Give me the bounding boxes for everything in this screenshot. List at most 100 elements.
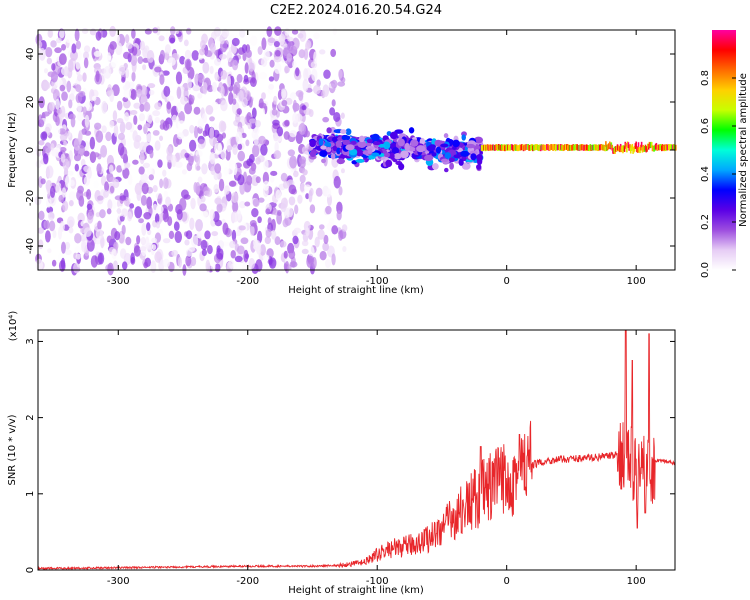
spectrogram-noise-cell	[268, 76, 275, 82]
spectrogram-noise-cell	[140, 236, 146, 246]
spectrogram-noise-cell	[164, 44, 171, 54]
spectrogram-noise-cell	[274, 50, 281, 57]
spectrogram-noise-cell	[284, 27, 290, 36]
spectrogram-noise-cell	[241, 132, 247, 139]
spectrogram-noise-cell	[193, 125, 199, 139]
spectrogram-noise-cell	[283, 250, 288, 259]
spectrogram-noise-cell	[180, 96, 188, 105]
spectrogram-noise-cell	[220, 85, 225, 98]
spectrogram-noise-cell	[149, 149, 154, 159]
spectrogram-noise-cell	[83, 227, 92, 238]
snr-xtick-label: -300	[107, 576, 130, 587]
spectrogram-noise-cell	[137, 56, 144, 64]
spectrogram-noise-cell	[254, 120, 261, 128]
spectrogram-noise-cell	[308, 109, 314, 117]
spectrogram-noise-cell	[263, 180, 270, 191]
spectrogram-noise-cell	[221, 132, 227, 139]
spectrogram-noise-cell	[129, 110, 138, 116]
spectrogram-noise-cell	[184, 49, 192, 60]
spectrogram-noise-cell	[121, 224, 126, 235]
spectrogram-noise-cell	[261, 92, 266, 100]
spectrogram-noise-cell	[184, 58, 192, 70]
spectrogram-noise-cell	[140, 173, 149, 183]
spectrogram-noise-cell	[221, 28, 230, 38]
spectrogram-noise-cell	[198, 139, 205, 145]
spectrogram-noise-cell	[232, 200, 239, 214]
spectrogram-noise-cell	[281, 99, 288, 107]
spectrogram-noise-cell	[141, 223, 147, 236]
spectrogram-noise-cell	[55, 37, 62, 44]
spectrogram-noise-cell	[255, 176, 261, 184]
spectrogram-noise-cell	[67, 170, 74, 176]
spectrogram-noise-cell	[330, 48, 337, 58]
spectrogram-noise-cell	[117, 132, 126, 141]
spectrogram-noise-cell	[71, 43, 77, 54]
spectrogram-noise-cell	[63, 140, 68, 147]
spectrogram-noise-cell	[301, 240, 309, 247]
spectrogram-noise-cell	[152, 184, 158, 193]
spectrogram-noise-cell	[81, 27, 89, 34]
spectrogram-noise-cell	[292, 170, 299, 178]
spectrogram-noise-cell	[297, 33, 304, 39]
spectrogram-carrier-cell	[637, 142, 640, 148]
spectrogram-noise-cell	[196, 232, 202, 239]
spectrogram-noise-cell	[181, 169, 187, 175]
spectrogram-carrier-cell	[640, 144, 642, 151]
spectrogram-band-cell	[335, 140, 342, 148]
spectrogram-noise-cell	[122, 167, 130, 179]
spectrogram-noise-cell	[74, 163, 79, 172]
spectrogram-noise-cell	[54, 47, 62, 54]
spectrogram-band-cell	[321, 158, 326, 164]
spectrogram-band-cell	[398, 163, 405, 171]
spectrogram-noise-cell	[169, 37, 176, 44]
spectrogram-band-cell	[453, 154, 461, 159]
spectrogram-noise-cell	[210, 261, 216, 272]
spectrogram-noise-cell	[231, 229, 237, 242]
spectrogram-noise-cell	[109, 185, 115, 194]
spectrogram-band-cell	[431, 152, 437, 157]
spectrogram-noise-cell	[228, 180, 237, 187]
spectrogram-noise-cell	[74, 245, 81, 254]
spectrogram-noise-cell	[214, 163, 222, 174]
spectrogram-band-cell	[389, 131, 398, 140]
spectrogram-noise-cell	[69, 50, 78, 61]
spectrogram-noise-cell	[95, 70, 100, 83]
spectrogram-noise-cell	[299, 182, 306, 194]
spectrogram-noise-cell	[216, 245, 221, 254]
spectrogram-noise-cell	[193, 106, 201, 115]
spectrogram-noise-cell	[266, 26, 273, 38]
spectrogram-noise-cell	[199, 203, 207, 212]
spectrogram-noise-cell	[45, 46, 53, 58]
spectrogram-noise-cell	[214, 197, 222, 205]
spectrogram-noise-cell	[95, 228, 104, 240]
spectrogram-noise-cell	[242, 51, 247, 62]
spectrogram-noise-cell	[151, 237, 158, 243]
spectrogram-noise-cell	[106, 208, 112, 215]
spectrogram-noise-cell	[298, 156, 307, 165]
colorbar-tick-label: 0.8	[700, 70, 711, 86]
spectrogram-noise-cell	[147, 83, 156, 89]
spectrogram-noise-cell	[192, 85, 201, 92]
spectrogram-noise-cell	[273, 40, 280, 48]
spectrogram-noise-cell	[113, 241, 119, 251]
spectrogram-noise-cell	[145, 236, 150, 249]
spectrogram-noise-cell	[255, 157, 261, 165]
colorbar-tick-label: 0.0	[700, 262, 711, 278]
spectrogram-noise-cell	[55, 182, 62, 194]
spectrogram-noise-cell	[157, 193, 163, 205]
spectrogram-noise-cell	[179, 197, 187, 211]
spectrogram-noise-cell	[238, 200, 247, 209]
spectrogram-xtick-label: 0	[503, 276, 509, 287]
spectrogram-noise-cell	[58, 194, 65, 203]
spectrogram-noise-cell	[302, 78, 309, 92]
spectrogram-noise-cell	[115, 42, 123, 56]
spectrogram-band-cell	[461, 162, 471, 170]
spectrogram-noise-cell	[261, 37, 267, 51]
spectrogram-noise-cell	[159, 135, 164, 142]
spectrogram-noise-cell	[94, 122, 102, 130]
spectrogram-noise-cell	[69, 113, 76, 120]
spectrogram-noise-cell	[252, 144, 260, 158]
spectrogram-noise-cell	[258, 98, 264, 109]
spectrogram-noise-cell	[322, 84, 330, 97]
spectrogram-noise-cell	[141, 182, 149, 195]
